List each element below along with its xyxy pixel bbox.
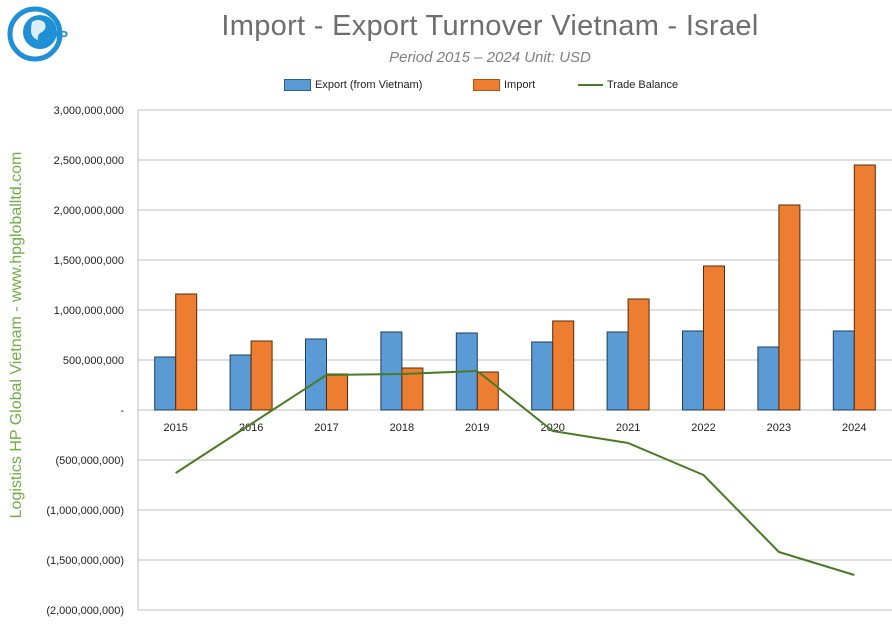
export-bar [380,331,403,411]
export-bar [229,354,252,411]
x-tick-label: 2022 [691,422,715,434]
import-bar [476,371,499,411]
x-tick-label: 2015 [163,422,187,434]
legend-swatch-import [473,79,500,91]
x-tick-label: 2016 [239,422,263,434]
import-bar [853,164,876,411]
import-bar [250,340,273,411]
import-bar [778,204,801,411]
y-tick-label: (1,000,000,000) [46,505,124,517]
y-tick-label: 1,500,000,000 [54,255,124,267]
y-tick-label: (2,000,000,000) [46,605,124,617]
legend-label-balance: Trade Balance [607,79,679,91]
chart-subtitle: Period 2015 – 2024 Unit: USD [389,49,591,66]
legend-swatch-balance [578,84,603,86]
y-tick-label: 2,000,000,000 [54,205,124,217]
import-bar [552,320,575,411]
import-bar [175,293,198,411]
trade-balance-line [175,370,855,576]
chart-legend: Export (from Vietnam) Import Trade Balan… [0,79,892,97]
bars [154,164,876,411]
x-tick-label: 2018 [390,422,414,434]
import-bar [703,265,725,411]
export-bar [531,341,554,411]
chart-title: Import - Export Turnover Vietnam - Israe… [221,10,759,42]
trade-balance-series-line [175,370,855,576]
logo-text: HP [50,28,68,43]
export-bar [154,356,177,411]
export-bar [305,338,327,411]
export-bar [757,346,780,411]
x-tick-label: 2024 [842,422,866,434]
company-logo: HP [7,6,68,62]
legend-item-balance: Trade Balance [578,79,678,91]
export-bar [832,330,855,411]
y-axis-ticks: 3,000,000,000 2,500,000,000 2,000,000,000 1… [46,105,124,617]
export-bar [682,330,704,411]
x-tick-label: 2023 [767,422,791,434]
y-tick-label: 500,000,000 [63,355,124,367]
y-tick-label: (500,000,000) [56,455,125,467]
logo-globe-ring [7,6,63,62]
x-tick-label: 2017 [314,422,338,434]
logo-continent [31,20,46,40]
legend-label-export: Export (from Vietnam) [315,79,423,91]
y-tick-label: 2,500,000,000 [54,155,124,167]
y-tick-label: 1,000,000,000 [54,305,124,317]
x-tick-label: 2019 [465,422,489,434]
import-bar [627,298,650,411]
y-tick-label: 3,000,000,000 [54,105,124,117]
y-tick-label: - [120,405,124,417]
export-bar [606,331,629,411]
legend-swatch-export [284,79,311,91]
legend-item-export: Export (from Vietnam) [284,79,422,91]
legend-item-import: Import [473,79,535,91]
legend-label-import: Import [504,79,536,91]
import-bar [401,367,424,411]
x-tick-label: 2021 [616,422,640,434]
y-tick-label: (1,500,000,000) [46,555,124,567]
x-axis-labels: 2015 2016 2017 2018 2019 2020 2021 2022 2023 2024 [163,422,866,434]
import-bar [326,373,348,411]
